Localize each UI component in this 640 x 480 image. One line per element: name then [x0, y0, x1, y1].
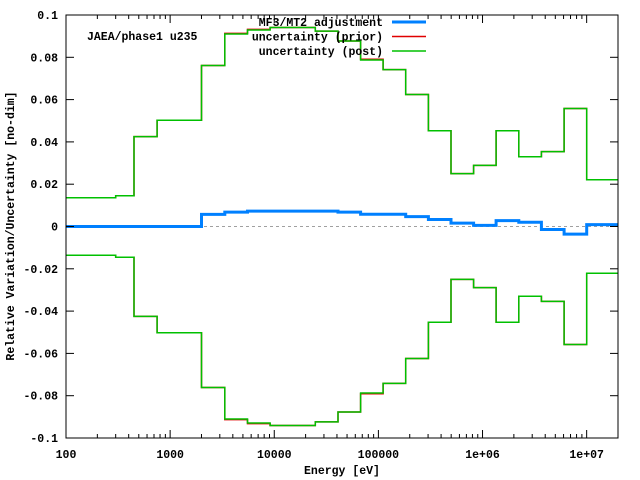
axes-group: -0.1 -0.08 -0.06 -0.04 -0.02 0 0.02 0.04 0.06 0.0…	[23, 10, 619, 462]
y-tick-label: 0.1	[37, 10, 58, 23]
legend-label: uncertainty (prior)	[252, 32, 383, 45]
x-axis-label: Energy [eV]	[304, 465, 380, 478]
plot-frame	[65, 14, 619, 439]
legend-label: uncertainty (post)	[259, 46, 383, 59]
y-tick-label: -0.08	[23, 391, 58, 404]
y-tick-label: -0.04	[23, 306, 58, 319]
legend: MF3/MT2 adjustment uncertainty (prior)unc…	[252, 17, 426, 59]
series-group	[66, 26, 618, 427]
x-tick-label: 100000	[358, 449, 400, 462]
series-uncertainty-post	[66, 26, 618, 199]
annotation-label: JAEA/phase1 u235	[87, 31, 198, 44]
y-tick-label: -0.1	[30, 433, 58, 446]
y-tick-label: -0.06	[23, 348, 58, 361]
x-tick-label: 1e+07	[569, 449, 604, 462]
x-tick-label: 10000	[257, 449, 292, 462]
series-mf3-mt2-adjustment	[66, 209, 618, 236]
y-axis-label: Relative Variation/Uncertainty [no-dim]	[5, 91, 18, 360]
x-tick-label: 1000	[156, 449, 184, 462]
y-tick-label: -0.02	[23, 264, 58, 277]
series-uncertainty-post-negative	[66, 254, 618, 427]
y-tick-label: 0.08	[30, 52, 58, 65]
x-tick-label: 1e+06	[465, 449, 500, 462]
y-tick-label: 0.04	[30, 137, 58, 150]
y-tick-label: 0.02	[30, 179, 58, 192]
y-tick-label: 0	[51, 222, 58, 235]
x-tick-label: 100	[56, 449, 77, 462]
series-uncertainty-prior-negative	[66, 254, 618, 427]
y-tick-label: 0.06	[30, 95, 58, 108]
legend-label: MF3/MT2 adjustment	[259, 17, 383, 30]
